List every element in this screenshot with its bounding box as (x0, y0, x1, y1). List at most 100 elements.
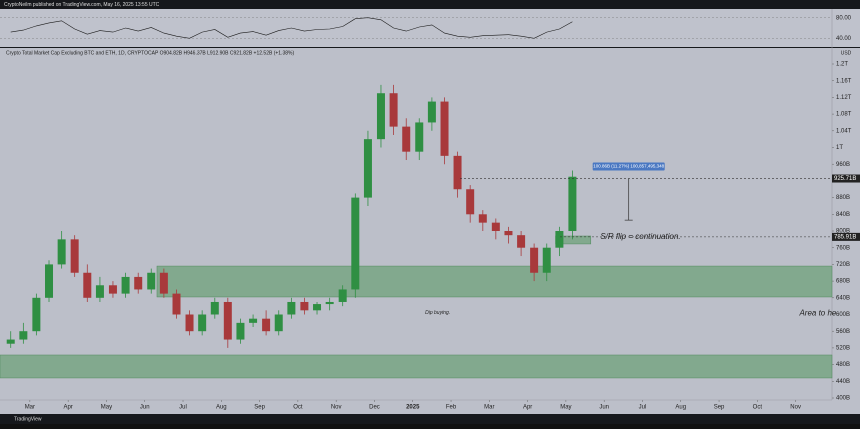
candle-body (325, 301, 334, 305)
candle-body (172, 293, 181, 315)
chart-title: Crypto Total Market Cap Excluding BTC an… (6, 50, 294, 56)
candle-body (440, 101, 449, 156)
candle-body (198, 314, 207, 332)
y-tick-label: 520B (836, 345, 850, 351)
candle-body (274, 314, 283, 332)
y-tick-label: 640B (836, 295, 850, 301)
y-tick-label: 440B (836, 379, 850, 385)
y-tick-label: 840B (836, 212, 850, 218)
candle-body (95, 285, 104, 298)
y-tick-label: 1.2T (836, 62, 848, 68)
y-tick-label: 1.12T (836, 95, 852, 101)
x-tick-label: May (101, 405, 112, 411)
candle-body (159, 272, 168, 294)
level-tag (832, 174, 860, 183)
y-tick-label: 600B (836, 312, 850, 318)
y-tick-label: 680B (836, 279, 850, 285)
candle-body (19, 331, 28, 340)
x-tick-label: Sep (254, 405, 265, 411)
candle-body (542, 247, 551, 273)
level-tag (832, 232, 860, 241)
x-tick-label: Sep (714, 405, 725, 411)
candle-body (313, 304, 322, 311)
level-label: 785.91B (834, 234, 856, 240)
x-tick-label: Apr (63, 405, 72, 411)
x-tick-label: Feb (446, 405, 457, 411)
currency: USD (841, 50, 852, 56)
x-tick-label: May (560, 405, 571, 411)
candle-body (57, 239, 66, 265)
y-tick-label: 800B (836, 229, 850, 235)
candle-body (415, 122, 424, 152)
candle-body (45, 264, 54, 298)
candle-body (376, 93, 385, 140)
x-tick-label: Nov (790, 405, 801, 411)
candle-body (262, 318, 271, 332)
candle-body (504, 231, 513, 236)
candle-body (351, 197, 360, 290)
y-tick-label: 1.04T (836, 128, 852, 134)
candle-body (236, 322, 245, 340)
x-tick-label: Apr (523, 405, 532, 411)
candle-body (517, 235, 526, 248)
header: CryptoNeilm published on TradingView.com… (4, 2, 160, 8)
rsi-tick-label: 40.00 (836, 36, 852, 42)
candle-body (287, 301, 296, 315)
candle-body (478, 214, 487, 223)
y-tick-label: 560B (836, 329, 850, 335)
x-tick-label: Nov (331, 405, 342, 411)
rsi-panel (0, 9, 860, 47)
candle-body (32, 297, 41, 332)
y-tick-label: 720B (836, 262, 850, 268)
x-tick-label: Mar (25, 405, 35, 411)
x-tick-label: Jun (599, 405, 609, 411)
candle-body (555, 231, 564, 248)
rsi-line (10, 17, 573, 39)
x-tick-label: Aug (675, 405, 686, 411)
x-tick-label: Oct (753, 405, 763, 411)
annotation: S/R flip = continuation. (600, 232, 680, 241)
x-tick-label: Jul (639, 405, 647, 411)
x-tick-label: Jun (140, 405, 150, 411)
candle-body (223, 301, 232, 340)
y-tick-label: 400B (836, 396, 850, 402)
candle-body (402, 126, 411, 152)
footer: TradingView (14, 416, 42, 422)
candle-body (121, 276, 130, 294)
candle-body (427, 101, 436, 123)
x-tick-label: Mar (484, 405, 494, 411)
y-tick-label: 880B (836, 195, 850, 201)
zone (156, 265, 833, 298)
y-tick-label: 960B (836, 162, 850, 168)
candle-body (300, 301, 309, 311)
candle-body (210, 301, 219, 315)
x-tick-label: 2025 (406, 405, 420, 411)
x-tick-label: Oct (293, 405, 303, 411)
y-tick-label: 1.08T (836, 112, 852, 118)
measure-label: 100.86B (11.27%) 100,857,495,348 (593, 164, 664, 169)
candle-body (185, 314, 194, 332)
x-tick-label: Jul (179, 405, 187, 411)
candle-body (491, 222, 500, 231)
candle-body (134, 276, 143, 290)
y-tick-label: 1.16T (836, 78, 852, 84)
candle-body (108, 285, 117, 294)
zone (0, 354, 833, 379)
annotation: Dip buying. (425, 310, 450, 316)
candle-body (530, 247, 539, 273)
candle-body (83, 272, 92, 298)
candle-body (453, 155, 462, 190)
y-tick-label: 1T (836, 145, 843, 151)
candle-body (249, 318, 258, 323)
candle-body (338, 289, 347, 302)
x-tick-label: Dec (369, 405, 380, 411)
candle-body (6, 339, 15, 344)
candle-body (147, 272, 156, 290)
annotation: Area to he (798, 308, 836, 317)
rsi-tick-label: 80.00 (836, 15, 852, 21)
candle-body (70, 239, 79, 273)
level-label: 925.71B (834, 176, 856, 182)
candle-body (389, 93, 398, 127)
measure-tag (592, 162, 665, 171)
